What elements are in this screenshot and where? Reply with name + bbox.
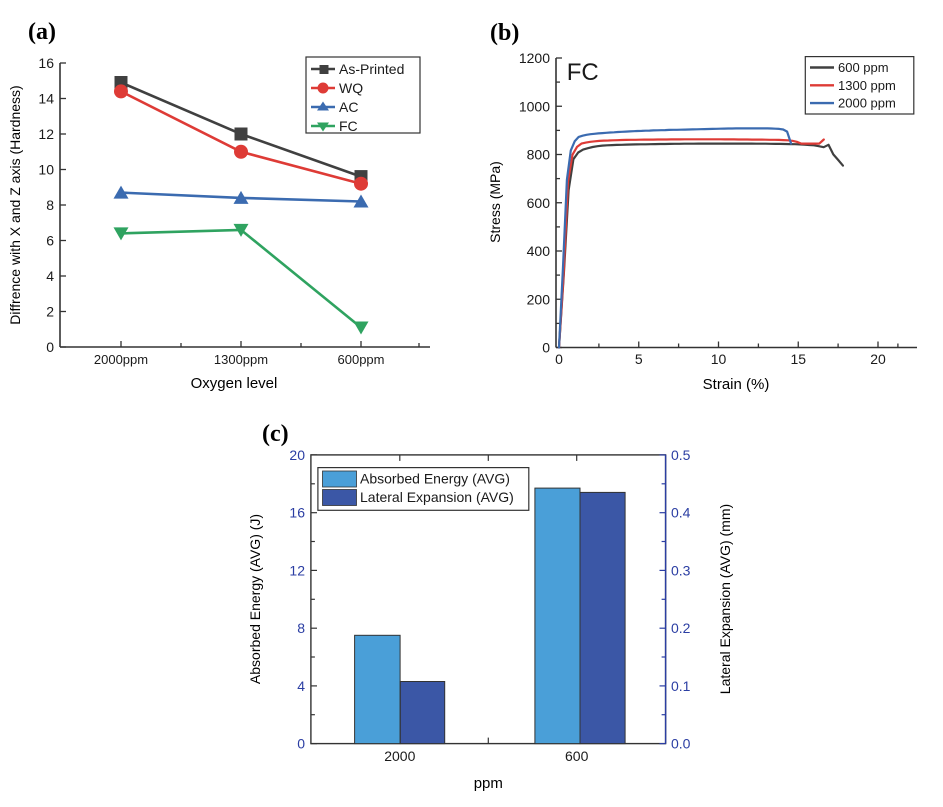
svg-text:2000: 2000 [384, 748, 415, 764]
svg-text:1300 ppm: 1300 ppm [838, 78, 896, 93]
svg-text:0: 0 [542, 340, 550, 356]
svg-text:2000 ppm: 2000 ppm [838, 96, 896, 111]
svg-text:0.4: 0.4 [671, 505, 691, 521]
svg-text:Lateral Expansion (AVG): Lateral Expansion (AVG) [360, 489, 514, 505]
svg-text:12: 12 [38, 126, 54, 142]
svg-text:ppm: ppm [474, 775, 503, 792]
svg-text:600: 600 [527, 195, 551, 211]
svg-text:800: 800 [527, 147, 551, 163]
svg-text:8: 8 [46, 197, 54, 213]
svg-text:Absorbed Energy (AVG) (J): Absorbed Energy (AVG) (J) [247, 514, 263, 684]
svg-text:1300ppm: 1300ppm [214, 352, 268, 367]
svg-text:Oxygen level: Oxygen level [191, 375, 278, 392]
svg-text:4: 4 [46, 268, 54, 284]
svg-text:16: 16 [289, 505, 305, 521]
svg-text:15: 15 [790, 351, 806, 367]
svg-text:10: 10 [38, 162, 54, 178]
svg-text:0: 0 [46, 339, 54, 355]
svg-text:12: 12 [289, 562, 305, 578]
svg-text:600: 600 [565, 748, 589, 764]
svg-text:20: 20 [289, 447, 305, 463]
svg-text:Strain (%): Strain (%) [703, 376, 770, 393]
svg-text:6: 6 [46, 233, 54, 249]
svg-text:1000: 1000 [519, 98, 550, 114]
svg-text:200: 200 [527, 291, 551, 307]
svg-text:0.2: 0.2 [671, 620, 691, 636]
svg-text:0.3: 0.3 [671, 562, 691, 578]
svg-text:As-Printed: As-Printed [339, 61, 404, 77]
svg-text:0.0: 0.0 [671, 736, 691, 752]
svg-text:WQ: WQ [339, 80, 363, 96]
svg-text:10: 10 [711, 351, 727, 367]
svg-text:FC: FC [567, 59, 599, 86]
svg-text:2: 2 [46, 304, 54, 320]
svg-text:Stress (MPa): Stress (MPa) [487, 161, 503, 243]
svg-text:0.1: 0.1 [671, 678, 691, 694]
svg-text:600 ppm: 600 ppm [838, 60, 889, 75]
svg-text:20: 20 [870, 351, 886, 367]
svg-text:14: 14 [38, 91, 54, 107]
svg-text:0: 0 [555, 351, 563, 367]
svg-text:0.5: 0.5 [671, 447, 691, 463]
svg-text:2000ppm: 2000ppm [94, 352, 148, 367]
svg-text:4: 4 [297, 678, 305, 694]
svg-text:1200: 1200 [519, 50, 550, 66]
svg-text:400: 400 [527, 243, 551, 259]
svg-text:600ppm: 600ppm [338, 352, 385, 367]
svg-text:AC: AC [339, 99, 358, 115]
svg-text:16: 16 [38, 55, 54, 71]
svg-text:Lateral Expansion (AVG) (mm): Lateral Expansion (AVG) (mm) [717, 504, 733, 694]
svg-text:Absorbed Energy (AVG): Absorbed Energy (AVG) [360, 471, 510, 487]
svg-text:8: 8 [297, 620, 305, 636]
svg-text:5: 5 [635, 351, 643, 367]
svg-text:FC: FC [339, 118, 358, 134]
svg-text:0: 0 [297, 736, 305, 752]
svg-text:Diffrence with X and Z axis (H: Diffrence with X and Z axis (Hardness) [7, 85, 23, 324]
